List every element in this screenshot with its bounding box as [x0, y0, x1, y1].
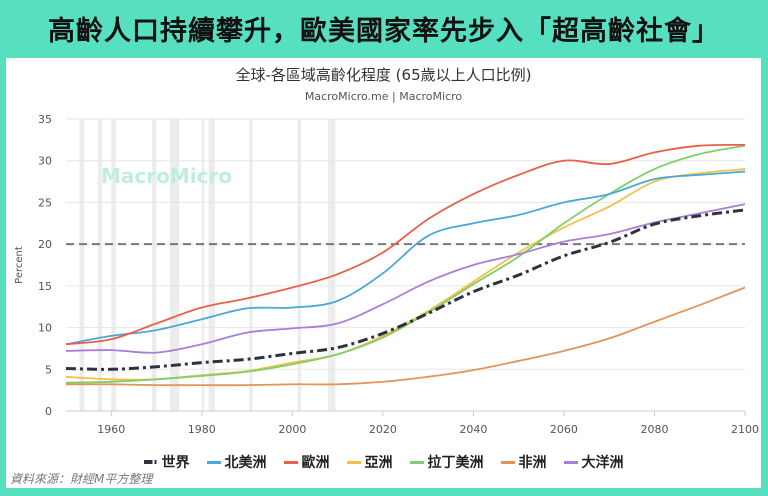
recession-band [297, 119, 301, 411]
x-tick-label: 2000 [278, 423, 306, 436]
recession-band [111, 119, 116, 411]
legend-label: 大洋洲 [581, 455, 624, 471]
series-line-4 [65, 144, 746, 384]
legend-swatch [409, 460, 424, 464]
legend-item[interactable]: 亞洲 [346, 452, 393, 472]
banner-title: 高齡人口持續攀升，歐美國家率先步入「超高齡社會」 [48, 15, 720, 47]
legend-label: 世界 [161, 455, 190, 471]
legend-item[interactable]: 大洋洲 [563, 452, 624, 472]
x-tick-label: 2080 [640, 423, 668, 436]
series-line-1 [65, 170, 746, 346]
legend-label: 非洲 [518, 455, 547, 471]
y-tick-label: 20 [38, 238, 52, 251]
legend-item[interactable]: 拉丁美洲 [409, 452, 484, 472]
chart-card: 全球-各區域高齡化程度 (65歲以上人口比例) MacroMicro.me | … [6, 58, 761, 488]
recession-band [201, 119, 205, 411]
legend-label: 拉丁美洲 [427, 455, 484, 471]
legend-swatch [283, 460, 298, 464]
y-axis-label: Percent [14, 246, 25, 284]
series-line-0 [65, 208, 746, 371]
legend-label: 亞洲 [364, 455, 393, 471]
x-tick-label: 2060 [550, 423, 578, 436]
y-tick-label: 0 [45, 405, 52, 418]
chart-subtitle: MacroMicro.me | MacroMicro [304, 90, 463, 103]
legend: 世界 北美洲 歐洲 亞洲 拉丁美洲 非洲 大洋洲 [6, 452, 761, 472]
chart-svg: 0 5 10 15 20 25 30 35 1960 1980 2000 2020 2040 2060 20… [14, 113, 759, 436]
legend-swatch [206, 460, 221, 464]
recession-band [170, 119, 180, 411]
x-tick-label: 1980 [188, 423, 216, 436]
legend-swatch [563, 460, 578, 464]
series-line-3 [65, 168, 746, 381]
legend-item[interactable]: 歐洲 [283, 452, 330, 472]
legend-label: 歐洲 [301, 455, 330, 471]
x-tick-label: 2020 [369, 423, 397, 436]
y-tick-label: 35 [38, 113, 52, 126]
recession-band [97, 119, 103, 411]
recession-band [208, 119, 215, 411]
series-line-6 [65, 203, 746, 354]
recession-band [328, 119, 336, 411]
recession-band [152, 119, 157, 411]
series-line-5 [65, 286, 746, 387]
series-line-2 [65, 143, 746, 346]
recession-band [79, 119, 85, 411]
legend-swatch [500, 460, 515, 464]
x-tick-label: 1960 [97, 423, 125, 436]
y-tick-label: 10 [38, 322, 52, 335]
legend-swatch [346, 460, 361, 464]
legend-item[interactable]: 世界 [143, 452, 190, 472]
y-tick-label: 30 [38, 155, 52, 168]
y-tick-label: 5 [45, 363, 52, 376]
y-tick-label: 15 [38, 280, 52, 293]
recession-band [249, 119, 253, 411]
chart-title: 全球-各區域高齡化程度 (65歲以上人口比例) [235, 66, 532, 84]
legend-item[interactable]: 北美洲 [206, 452, 267, 472]
x-tick-label: 2040 [459, 423, 487, 436]
x-tick-label: 2100 [731, 423, 759, 436]
legend-label: 北美洲 [224, 455, 267, 471]
legend-item[interactable]: 非洲 [500, 452, 547, 472]
legend-swatch [143, 460, 158, 464]
y-tick-label: 25 [38, 196, 52, 209]
source-note: 資料來源：財經M平方整理 [10, 472, 153, 486]
watermark: MacroMicro [101, 164, 232, 188]
